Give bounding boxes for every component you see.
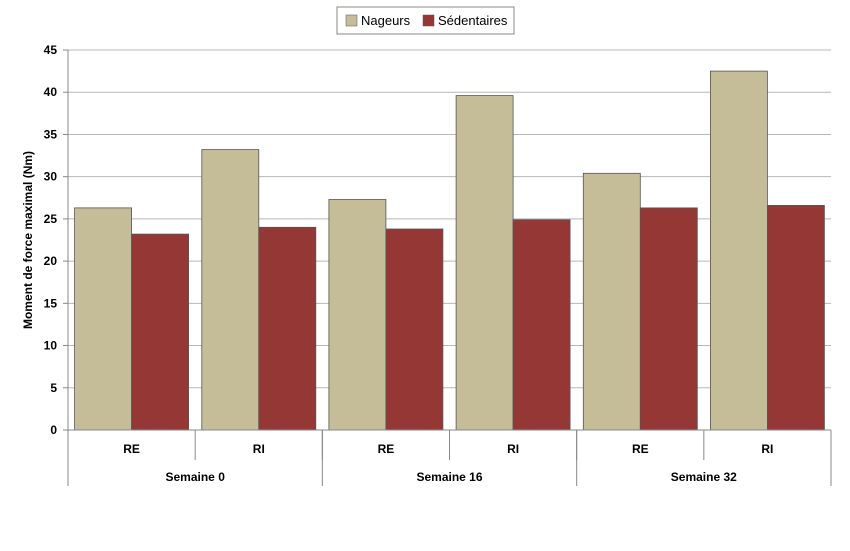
- group-label-2: Semaine 32: [671, 470, 737, 484]
- bar-nageurs-4: [582, 172, 641, 431]
- axes: [63, 49, 832, 486]
- y-tick-40: 40: [44, 85, 58, 99]
- x-category-0: RE: [123, 442, 140, 456]
- x-category-5: RI: [761, 442, 773, 456]
- bars: [74, 70, 825, 431]
- group-label-1: Semaine 16: [416, 470, 482, 484]
- bar-s-dentaires-3: [512, 219, 571, 431]
- bar-s-dentaires-0: [131, 233, 190, 431]
- y-tick-45: 45: [44, 43, 58, 57]
- gridlines: [68, 49, 831, 389]
- legend-label-sedentaires: Sédentaires: [438, 13, 508, 28]
- x-category-2: RE: [378, 442, 395, 456]
- y-tick-20: 20: [44, 254, 58, 268]
- y-tick-5: 5: [50, 381, 57, 395]
- group-label-0: Semaine 0: [166, 470, 226, 484]
- bar-nageurs-5: [710, 70, 768, 431]
- x-category-labels: RE RI RE RI RE RI Semaine 0 Semaine 16 Semaine 3…: [123, 442, 773, 484]
- legend-swatch-nageurs: [345, 14, 358, 27]
- bar-s-dentaires-5: [767, 204, 825, 431]
- y-tick-25: 25: [44, 212, 58, 226]
- bar-nageurs-3: [455, 95, 514, 431]
- bar-s-dentaires-4: [639, 207, 698, 431]
- y-tick-labels: 0 5 10 15 20 25 30 35 40 45: [44, 43, 58, 437]
- y-tick-35: 35: [44, 127, 58, 141]
- bar-nageurs-1: [201, 149, 260, 431]
- y-tick-0: 0: [50, 423, 57, 437]
- bar-nageurs-0: [74, 207, 132, 431]
- legend-swatch-sedentaires: [422, 14, 435, 27]
- legend: Nageurs Sédentaires: [336, 6, 515, 35]
- y-axis-label: Moment de force maximal (Nm): [21, 151, 35, 329]
- bar-s-dentaires-1: [258, 226, 317, 431]
- y-tick-30: 30: [44, 170, 58, 184]
- x-category-4: RE: [632, 442, 649, 456]
- x-category-1: RI: [253, 442, 265, 456]
- legend-label-nageurs: Nageurs: [361, 13, 411, 28]
- x-category-3: RI: [507, 442, 519, 456]
- y-tick-15: 15: [44, 296, 58, 310]
- bar-nageurs-2: [328, 199, 387, 431]
- bar-s-dentaires-2: [385, 228, 444, 431]
- y-tick-10: 10: [44, 339, 58, 353]
